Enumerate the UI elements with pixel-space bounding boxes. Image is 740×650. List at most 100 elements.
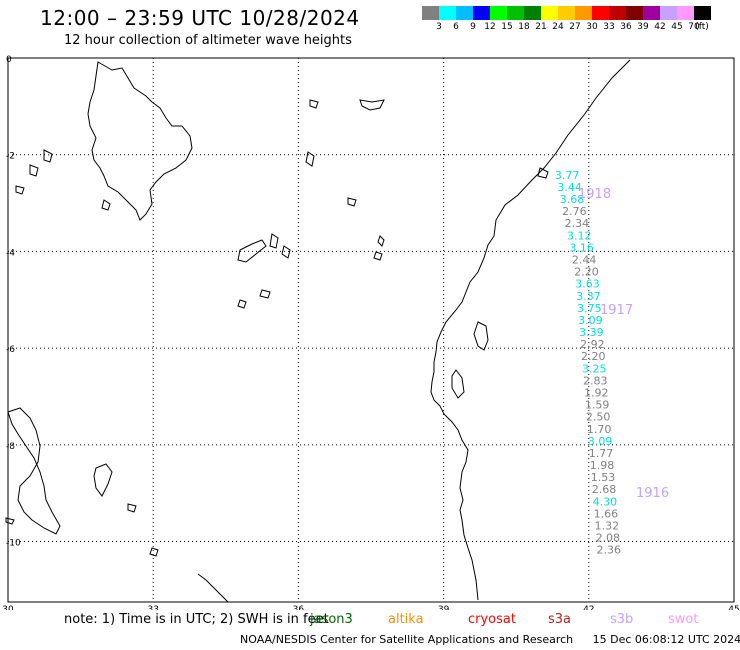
lake-island-13 xyxy=(373,251,383,261)
wave-height-label: 3.44 xyxy=(557,181,582,194)
color-scale-label: 18 xyxy=(518,22,530,32)
note-text: note: 1) Time is in UTC; 2) SWH is in fe… xyxy=(64,612,329,627)
map-frame xyxy=(7,57,735,603)
graticule: 30 33 36 39 42 45 0 -2 -4 -6 -8 -10 xyxy=(2,55,739,610)
wave-height-label: 1.53 xyxy=(591,471,616,484)
wave-height-label: 3.25 xyxy=(582,362,607,375)
color-scale-label: 70 xyxy=(688,22,700,32)
wave-height-label: 2.34 xyxy=(565,217,590,230)
wave-height-label: 2.68 xyxy=(592,483,617,496)
color-scale-label: 9 xyxy=(470,22,476,32)
lake-island-4 xyxy=(15,185,25,195)
wave-height-label: 3.09 xyxy=(578,314,603,327)
latitude-tick-label: -8 xyxy=(6,442,15,452)
lake-island-8 xyxy=(347,197,357,207)
color-swatch xyxy=(660,6,677,20)
longitude-tick-label: 42 xyxy=(583,605,594,610)
lake-island-14 xyxy=(237,299,247,309)
map-title: 12:00 – 23:59 UTC 10/28/2024 xyxy=(40,6,360,30)
footer-timestamp: 15 Dec 06:08:12 UTC 2024 xyxy=(592,633,740,646)
wave-height-label: 3.39 xyxy=(579,326,604,339)
lake-island-3 xyxy=(29,164,39,177)
latitude-tick-label: -6 xyxy=(6,345,15,355)
color-scale-label: 30 xyxy=(586,22,598,32)
color-swatch xyxy=(507,6,524,20)
wave-height-label: 3.77 xyxy=(555,169,580,182)
wave-height-label: 2.20 xyxy=(581,350,606,363)
wave-height-map: 30 33 36 39 42 45 0 -2 -4 -6 -8 -10 3.773.443.682.7… xyxy=(2,55,739,610)
cycle-label-1918: 1918 xyxy=(578,187,611,202)
color-scale-label: 27 xyxy=(569,22,581,32)
color-swatch xyxy=(422,6,439,20)
color-scale-label: 39 xyxy=(637,22,649,32)
wave-height-label: 2.20 xyxy=(574,266,599,279)
color-scale-label: 15 xyxy=(501,22,513,32)
color-swatch xyxy=(626,6,643,20)
wave-height-label: 2.36 xyxy=(597,544,622,557)
wave-height-label: 1.59 xyxy=(585,399,610,412)
color-scale-label: 24 xyxy=(552,22,564,32)
color-swatch xyxy=(524,6,541,20)
east-african-coastline xyxy=(430,59,631,601)
wave-height-label: 2.76 xyxy=(562,205,587,218)
longitude-tick-label: 45 xyxy=(728,605,739,610)
lamu-islands xyxy=(537,167,549,179)
wave-height-readings: 3.773.443.682.762.343.123.162.442.203.63… xyxy=(555,169,621,557)
color-swatch xyxy=(575,6,592,20)
color-scale-label: 33 xyxy=(603,22,615,32)
lake-island-1 xyxy=(101,199,111,211)
zanzibar-island xyxy=(473,321,489,351)
color-scale-label: 45 xyxy=(671,22,683,32)
lake-island-15 xyxy=(259,289,271,299)
wave-height-label: 3.75 xyxy=(577,302,602,315)
lake-island-9 xyxy=(237,239,267,263)
wave-height-label: 1.77 xyxy=(589,447,614,460)
lake-rukwa xyxy=(93,463,113,497)
lake-island-11 xyxy=(281,245,291,259)
latitude-tick-label: -10 xyxy=(6,539,21,549)
lake-island-6 xyxy=(309,99,319,109)
footer: NOAA/NESDIS Center for Satellite Applica… xyxy=(240,633,740,646)
color-swatch xyxy=(473,6,490,20)
longitude-tick-label: 30 xyxy=(2,605,14,610)
lake-small-2 xyxy=(149,547,159,557)
coastline xyxy=(5,59,631,603)
color-scale-labels: 3 6 9 12 15 18 21 24 27 30 33 36 39 42 45 70 (ft) xyxy=(422,22,740,34)
wave-height-label: 3.16 xyxy=(569,241,594,254)
wave-height-label: 3.68 xyxy=(560,193,585,206)
longitude-tick-label: 39 xyxy=(438,605,450,610)
cycle-label-1916: 1916 xyxy=(636,486,669,501)
color-scale-label: 36 xyxy=(620,22,632,32)
color-swatch xyxy=(558,6,575,20)
color-scale-label: 6 xyxy=(453,22,459,32)
color-scale-label: 21 xyxy=(535,22,547,32)
lake-small-3 xyxy=(5,517,15,525)
wave-height-label: 3.37 xyxy=(576,290,601,303)
wave-height-label: 2.50 xyxy=(586,411,611,424)
lake-tanganyika xyxy=(7,407,61,535)
footer-org: NOAA/NESDIS Center for Satellite Applica… xyxy=(240,633,574,646)
color-swatch xyxy=(592,6,609,20)
longitude-tick-label: 36 xyxy=(293,605,305,610)
map-subtitle: 12 hour collection of altimeter wave hei… xyxy=(64,33,352,48)
satellite-legend-altika: altika xyxy=(388,612,424,627)
lake-island-10 xyxy=(269,233,279,249)
satellite-legend-cryosat: cryosat xyxy=(468,612,516,627)
color-swatch xyxy=(677,6,694,20)
wave-height-label: 3.63 xyxy=(575,278,600,291)
lake-island-12 xyxy=(377,235,385,247)
satellite-legend-s3b: s3b xyxy=(610,612,634,627)
lake-island-7 xyxy=(305,151,315,167)
lake-malawi-north xyxy=(197,573,229,603)
wave-height-label: 1.92 xyxy=(584,386,609,399)
color-swatch xyxy=(643,6,660,20)
color-swatch xyxy=(439,6,456,20)
satellite-legend-s3a: s3a xyxy=(548,612,572,627)
latitude-tick-label: -4 xyxy=(6,248,15,258)
latitude-tick-label: 0 xyxy=(6,55,12,65)
cycle-label-1917: 1917 xyxy=(600,303,633,318)
color-scale-label: 42 xyxy=(654,22,666,32)
lake-island-5 xyxy=(359,99,385,111)
longitude-tick-label: 33 xyxy=(147,605,158,610)
color-swatch xyxy=(541,6,558,20)
